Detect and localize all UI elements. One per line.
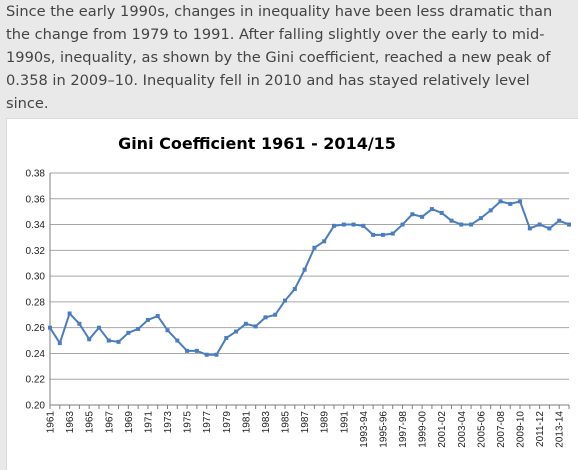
data-point bbox=[292, 287, 297, 291]
data-point bbox=[420, 214, 425, 219]
x-tick-label: 2009-10 bbox=[516, 411, 527, 448]
data-point bbox=[194, 348, 199, 353]
chart-card: Gini Coefficient 1961 - 2014/15 0.20 0.22… bbox=[6, 118, 578, 470]
data-point bbox=[449, 218, 454, 223]
y-tick-label: 0.30 bbox=[26, 272, 46, 283]
data-point bbox=[214, 352, 219, 357]
data-point bbox=[488, 208, 493, 213]
data-point bbox=[518, 199, 523, 204]
y-tick-label: 0.28 bbox=[26, 297, 46, 308]
data-point bbox=[537, 222, 542, 227]
x-tick-label: 2003-04 bbox=[457, 411, 468, 448]
data-point bbox=[341, 222, 346, 227]
data-point bbox=[498, 199, 503, 204]
data-point bbox=[273, 312, 278, 317]
data-point bbox=[67, 311, 72, 316]
data-point bbox=[361, 223, 366, 228]
data-point bbox=[439, 210, 444, 215]
x-tick-label: 2011-12 bbox=[535, 411, 546, 447]
x-tick-label: 1979 bbox=[222, 411, 233, 434]
y-tick-label: 0.38 bbox=[26, 169, 46, 180]
data-point bbox=[527, 226, 532, 231]
x-tick-label: 2005-06 bbox=[476, 411, 487, 448]
x-tick-label: 1983 bbox=[261, 411, 272, 434]
data-point bbox=[508, 201, 513, 206]
x-tick-label: 2013-14 bbox=[555, 411, 566, 448]
x-tick-label: 1995-96 bbox=[378, 411, 389, 448]
y-tick-label: 0.26 bbox=[26, 323, 46, 334]
y-tick-label: 0.22 bbox=[26, 375, 46, 386]
data-point bbox=[390, 231, 395, 236]
x-tick-label: 1999-00 bbox=[418, 411, 429, 448]
data-point bbox=[126, 330, 131, 335]
x-tick-label: 1997-98 bbox=[398, 411, 409, 448]
x-tick-label: 1993-94 bbox=[359, 411, 370, 448]
x-tick-label: 1969 bbox=[124, 411, 135, 434]
data-point bbox=[478, 216, 483, 221]
data-point bbox=[410, 212, 415, 217]
y-axis-ticks: 0.20 0.22 0.24 0.26 0.28 0.30 0.32 0.34 0.36 0.38 bbox=[26, 169, 46, 412]
data-point bbox=[96, 325, 101, 330]
data-point bbox=[567, 222, 571, 227]
x-tick-label: 2007-08 bbox=[496, 411, 507, 448]
x-tick-label: 1973 bbox=[163, 411, 174, 434]
data-point bbox=[283, 298, 288, 303]
data-point bbox=[136, 326, 141, 331]
data-point bbox=[48, 325, 52, 330]
x-tick-label: 1967 bbox=[104, 411, 115, 434]
data-point bbox=[224, 335, 229, 340]
data-point bbox=[165, 328, 170, 333]
data-point bbox=[106, 338, 111, 343]
x-tick-label: 1963 bbox=[65, 411, 76, 434]
x-tick-label: 2001-02 bbox=[437, 411, 448, 448]
x-tick-label: 1987 bbox=[300, 411, 311, 434]
data-point bbox=[351, 222, 356, 227]
x-tick-label: 1991 bbox=[339, 411, 350, 434]
data-point bbox=[145, 317, 150, 322]
series-markers bbox=[48, 199, 571, 357]
data-point bbox=[380, 232, 385, 237]
data-point bbox=[77, 321, 82, 326]
y-tick-label: 0.32 bbox=[26, 246, 46, 257]
intro-paragraph: Since the early 1990s, changes in inequa… bbox=[6, 3, 553, 112]
data-point bbox=[429, 207, 434, 212]
data-point bbox=[459, 222, 464, 227]
data-point bbox=[204, 352, 209, 357]
y-tick-label: 0.36 bbox=[26, 194, 46, 205]
x-axis-ticks: 1961 1963 1965 1967 1969 1971 1973 1975 1977 1979… bbox=[46, 405, 570, 448]
data-point bbox=[322, 239, 327, 244]
x-tick-label: 1975 bbox=[183, 411, 194, 434]
x-tick-label: 1965 bbox=[85, 411, 96, 434]
data-point bbox=[243, 321, 248, 326]
data-point bbox=[547, 226, 552, 231]
data-point bbox=[371, 232, 376, 237]
gridlines bbox=[50, 172, 569, 406]
data-point bbox=[557, 218, 562, 223]
x-tick-label: 1989 bbox=[320, 411, 331, 434]
data-point bbox=[87, 337, 92, 342]
data-point bbox=[312, 245, 317, 250]
data-point bbox=[331, 223, 336, 228]
x-tick-label: 1985 bbox=[281, 411, 292, 434]
x-tick-label: 1971 bbox=[143, 411, 154, 434]
x-tick-label: 1981 bbox=[241, 411, 252, 434]
chart-title: Gini Coefficient 1961 - 2014/15 bbox=[118, 134, 396, 153]
data-point bbox=[400, 222, 405, 227]
data-point bbox=[263, 315, 268, 320]
data-point bbox=[185, 348, 190, 353]
y-tick-label: 0.24 bbox=[26, 349, 46, 360]
data-point bbox=[57, 341, 62, 346]
data-point bbox=[234, 329, 239, 334]
gini-line-chart: Gini Coefficient 1961 - 2014/15 0.20 0.22… bbox=[26, 134, 571, 448]
data-point bbox=[302, 267, 307, 272]
y-tick-label: 0.20 bbox=[26, 401, 46, 412]
x-tick-label: 1961 bbox=[46, 411, 57, 434]
data-point bbox=[469, 222, 474, 227]
data-point bbox=[155, 314, 160, 319]
y-tick-label: 0.34 bbox=[26, 220, 46, 231]
data-point bbox=[253, 324, 258, 329]
x-tick-label: 1977 bbox=[202, 411, 213, 434]
data-point bbox=[175, 338, 180, 343]
data-point bbox=[116, 339, 121, 344]
